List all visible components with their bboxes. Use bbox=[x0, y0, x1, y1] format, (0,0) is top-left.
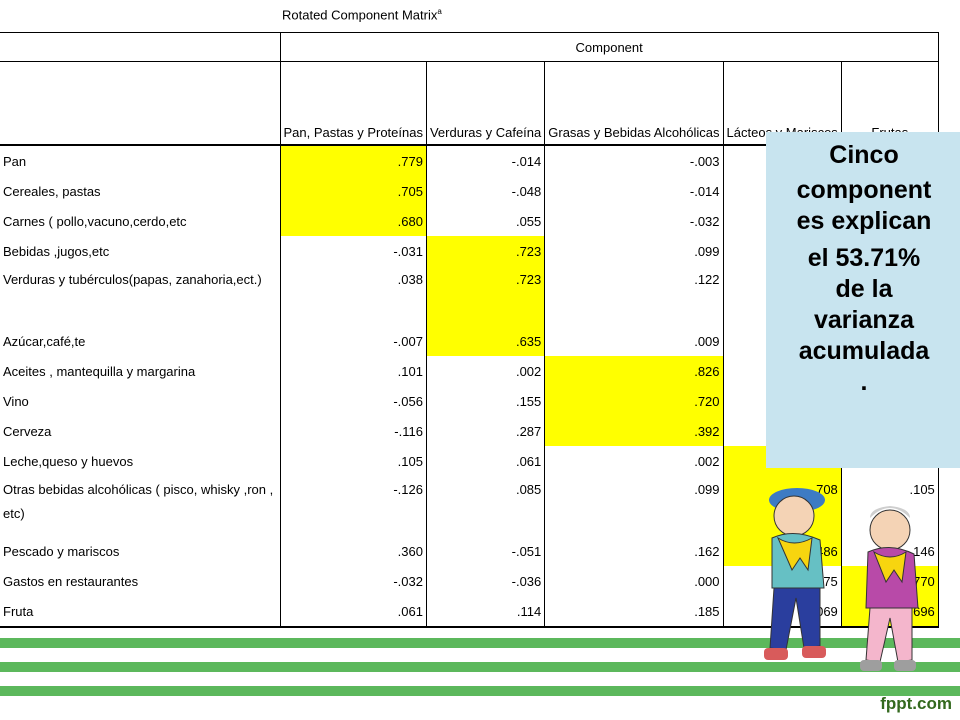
loading-cell: .392 bbox=[544, 416, 724, 446]
header-corner-lower bbox=[0, 61, 281, 146]
row-label: Carnes ( pollo,vacuno,cerdo,etc bbox=[0, 206, 281, 236]
loading-cell: .826 bbox=[544, 356, 724, 386]
loading-cell: .680 bbox=[279, 206, 427, 236]
loading-cell: .635 bbox=[425, 326, 546, 356]
loading-cell: .779 bbox=[279, 144, 427, 176]
green-stripes-decoration bbox=[0, 632, 960, 720]
component-header: Component bbox=[279, 32, 939, 62]
loading-cell: .185 bbox=[544, 596, 724, 628]
loading-cell: .105 bbox=[279, 446, 427, 476]
elderly-walkers-illustration bbox=[764, 488, 919, 671]
loading-cell: .002 bbox=[544, 446, 724, 476]
loading-cell: .099 bbox=[544, 236, 724, 266]
loading-cell: .287 bbox=[425, 416, 546, 446]
loading-cell: -.116 bbox=[279, 416, 427, 446]
loading-cell: .009 bbox=[544, 326, 724, 356]
loading-cell: -.014 bbox=[425, 144, 546, 176]
row-label: Pan bbox=[0, 144, 281, 176]
row-label: Leche,queso y huevos bbox=[0, 446, 281, 476]
loading-cell: .720 bbox=[544, 386, 724, 416]
fppt-logo: fppt.com bbox=[880, 694, 952, 713]
loading-cell: .061 bbox=[279, 596, 427, 628]
callout-line: de la bbox=[835, 275, 893, 303]
table-title: Rotated Component Matrixa bbox=[282, 7, 442, 23]
table-row: Gastos en restaurantes -.032 -.036.000.175… bbox=[0, 566, 939, 596]
callout-text: Cinco component es explican el 53.71% de la v… bbox=[768, 140, 960, 398]
callout-line: component bbox=[796, 176, 932, 204]
row-label: Fruta bbox=[0, 596, 281, 628]
callout-line: el 53.71% bbox=[807, 244, 921, 272]
loading-cell: -.007 bbox=[279, 326, 427, 356]
row-label: Gastos en restaurantes bbox=[0, 566, 281, 596]
loading-cell: .002 bbox=[425, 356, 546, 386]
row-label: Cerveza bbox=[0, 416, 281, 446]
loading-cell: .723 bbox=[425, 236, 546, 266]
loading-cell: -.032 bbox=[544, 206, 724, 236]
loading-cell: .723 bbox=[425, 266, 546, 326]
column-header-2: Verduras y Cafeína bbox=[425, 61, 546, 146]
callout-line: acumulada bbox=[798, 337, 930, 365]
loading-cell: .061 bbox=[425, 446, 546, 476]
row-label: Otras bebidas alcohólicas ( pisco, whisk… bbox=[0, 476, 281, 536]
loading-cell: -.032 bbox=[279, 566, 427, 596]
row-label: Cereales, pastas bbox=[0, 176, 281, 206]
row-label: Azúcar,café,te bbox=[0, 326, 281, 356]
row-label: Pescado y mariscos bbox=[0, 536, 281, 566]
loading-cell: .114 bbox=[425, 596, 546, 628]
loading-cell: -.036 bbox=[425, 566, 546, 596]
callout-panel bbox=[766, 132, 960, 468]
loading-cell: .162 bbox=[544, 536, 724, 566]
loading-cell: .122 bbox=[544, 266, 724, 326]
callout-line: varianza bbox=[813, 306, 915, 334]
loading-cell: .360 bbox=[279, 536, 427, 566]
row-label: Aceites , mantequilla y margarina bbox=[0, 356, 281, 386]
row-label: Verduras y tubérculos(papas, zanahoria,e… bbox=[0, 266, 281, 326]
loading-cell: .705 bbox=[279, 176, 427, 206]
callout-line: Cinco bbox=[829, 141, 899, 169]
callout-line: es explican bbox=[796, 207, 932, 235]
loading-cell: -.056 bbox=[279, 386, 427, 416]
callout-line: . bbox=[860, 368, 868, 396]
table-row: Cereales, pastas.705-.048-.014-.126.156 bbox=[0, 176, 939, 206]
loading-cell: -.014 bbox=[544, 176, 724, 206]
row-label: Vino bbox=[0, 386, 281, 416]
loading-cell: .085 bbox=[425, 476, 546, 536]
table-row: Otras bebidas alcohólicas ( pisco, whisk… bbox=[0, 476, 939, 536]
loading-cell: .055 bbox=[425, 206, 546, 236]
column-header-5: Frutas bbox=[840, 61, 939, 146]
loading-cell: .099 bbox=[544, 476, 724, 536]
loading-cell: .155 bbox=[425, 386, 546, 416]
column-header-3: Grasas y Bebidas Alcohólicas bbox=[544, 61, 724, 146]
header-corner bbox=[0, 32, 280, 62]
loading-cell: .038 bbox=[279, 266, 427, 326]
row-label: Bebidas ,jugos,etc bbox=[0, 236, 281, 266]
loading-cell: -.003 bbox=[544, 144, 724, 176]
loading-cell: -.126 bbox=[279, 476, 427, 536]
loading-cell: .000 bbox=[544, 566, 724, 596]
loading-cell: -.031 bbox=[279, 236, 427, 266]
loading-cell: -.048 bbox=[425, 176, 546, 206]
loading-cell: .101 bbox=[279, 356, 427, 386]
column-header-1: Pan, Pastas y Proteínas bbox=[279, 61, 427, 146]
loading-cell: -.051 bbox=[425, 536, 546, 566]
